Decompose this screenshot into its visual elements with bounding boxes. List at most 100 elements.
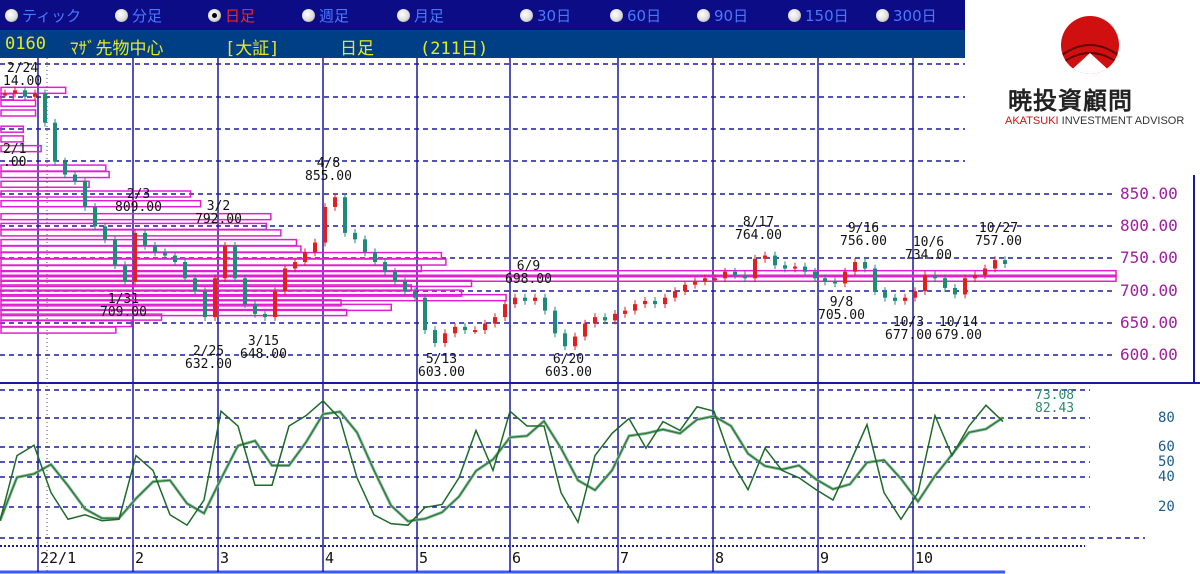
radio-button-icon[interactable] xyxy=(520,8,533,22)
price-annotation: 2/3 809.00 xyxy=(115,188,162,214)
volume-profile-bar xyxy=(0,86,67,95)
candle-down xyxy=(73,174,77,182)
volume-profile-bar xyxy=(0,144,42,153)
candle-up xyxy=(303,252,307,263)
candle-down xyxy=(393,271,397,282)
price-tick-label: 850.00 xyxy=(1120,184,1178,203)
candle-down xyxy=(43,93,47,123)
radio-button-icon[interactable] xyxy=(788,8,801,22)
candle-down xyxy=(883,291,887,298)
candle-down xyxy=(543,297,547,311)
candle-down xyxy=(463,326,467,331)
radio-button-icon[interactable] xyxy=(5,8,18,22)
radio-label: 150日 xyxy=(805,6,849,25)
annotation-date: 8/17 xyxy=(742,215,775,230)
candle-up xyxy=(33,93,37,97)
annotation-date: 10/6 xyxy=(912,235,945,250)
candle-up xyxy=(793,266,797,269)
annotation-date: 2/3 xyxy=(126,187,151,202)
candle-down xyxy=(603,317,607,321)
month-label: 6 xyxy=(512,549,522,567)
candle-down xyxy=(163,252,167,256)
price-tick-label: 700.00 xyxy=(1120,281,1178,300)
period-radio-5[interactable]: 30日 xyxy=(520,6,572,25)
annotation-price: 756.00 xyxy=(840,234,887,249)
period-radio-8[interactable]: 150日 xyxy=(788,6,849,25)
volume-profile-bar xyxy=(0,212,272,221)
candle-down xyxy=(113,239,117,266)
candle-up xyxy=(753,258,757,279)
price-tick-label: 750.00 xyxy=(1120,248,1178,267)
month-label: 10 xyxy=(915,549,934,567)
candle-down xyxy=(823,278,827,282)
radio-button-icon[interactable] xyxy=(208,8,221,22)
stochastic-tick-label: 50 xyxy=(1158,454,1175,470)
candle-up xyxy=(673,291,677,298)
radio-button-icon[interactable] xyxy=(302,8,315,22)
price-annotation: 5/13 603.00 xyxy=(418,353,465,379)
radio-button-icon[interactable] xyxy=(697,8,710,22)
annotation-date: 10/27 xyxy=(978,221,1019,236)
price-annotation: 6/20 603.00 xyxy=(545,353,592,379)
month-label: 2 xyxy=(135,549,145,567)
volume-profile-bar xyxy=(0,264,423,273)
candle-up xyxy=(613,313,617,321)
month-label: 9 xyxy=(820,549,830,567)
annotation-date: 5/13 xyxy=(425,352,458,367)
volume-profile-bar xyxy=(0,308,348,317)
period-radio-1[interactable]: 分足 xyxy=(115,6,162,25)
annotation-price: 14.00 xyxy=(3,74,43,89)
price-annotation: 10/14 679.00 xyxy=(935,316,982,342)
radio-label: 30日 xyxy=(537,6,572,25)
stochastic-tick-label: 80 xyxy=(1158,410,1175,426)
candle-down xyxy=(553,310,557,334)
radio-button-icon[interactable] xyxy=(115,8,128,22)
radio-label: 300日 xyxy=(893,6,937,25)
annotation-date: 4/8 xyxy=(316,156,341,171)
candle-up xyxy=(763,255,767,259)
radio-label: 月足 xyxy=(414,6,445,25)
candle-up xyxy=(493,317,497,324)
candle-up xyxy=(513,297,517,305)
radio-label: 週足 xyxy=(319,6,350,25)
candle-down xyxy=(93,206,97,227)
candle-down xyxy=(53,122,57,162)
candle-up xyxy=(643,300,647,305)
annotation-price: 632.00 xyxy=(185,357,232,372)
radio-button-icon[interactable] xyxy=(397,8,410,22)
period-radio-0[interactable]: ティック xyxy=(5,6,81,25)
candle-up xyxy=(983,268,987,275)
candle-up xyxy=(133,232,137,282)
period-radio-4[interactable]: 月足 xyxy=(397,6,445,25)
month-label: 8 xyxy=(715,549,725,567)
radio-label: 90日 xyxy=(714,6,749,25)
volume-profile xyxy=(0,86,1117,334)
volume-profile-bar xyxy=(0,279,473,288)
candle-up xyxy=(583,323,587,337)
annotation-date: 10/3 xyxy=(892,315,925,330)
month-label: 4 xyxy=(325,549,335,567)
candle-up xyxy=(483,323,487,331)
radio-button-icon[interactable] xyxy=(610,8,623,22)
volume-profile-bar xyxy=(0,99,37,108)
period-radio-3[interactable]: 週足 xyxy=(302,6,350,25)
period-radio-2[interactable]: 日足 xyxy=(208,6,255,25)
stochastic-tick-label: 40 xyxy=(1158,469,1175,485)
price-annotation: 10/3 677.00 xyxy=(885,316,932,342)
volume-profile-bar xyxy=(0,303,392,312)
candle-down xyxy=(153,245,157,253)
price-annotation: 3/15 648.00 xyxy=(240,335,287,361)
logo-sun-icon xyxy=(1061,16,1119,74)
candle-down xyxy=(243,278,247,305)
radio-label: 60日 xyxy=(627,6,662,25)
period-radio-6[interactable]: 60日 xyxy=(610,6,662,25)
period-radio-7[interactable]: 90日 xyxy=(697,6,749,25)
candle-down xyxy=(123,265,127,282)
candle-down xyxy=(863,262,867,269)
candle-up xyxy=(323,206,327,243)
candle-down xyxy=(343,197,347,233)
radio-button-icon[interactable] xyxy=(876,8,889,22)
candle-down xyxy=(433,330,437,344)
period-radio-9[interactable]: 300日 xyxy=(876,6,937,25)
